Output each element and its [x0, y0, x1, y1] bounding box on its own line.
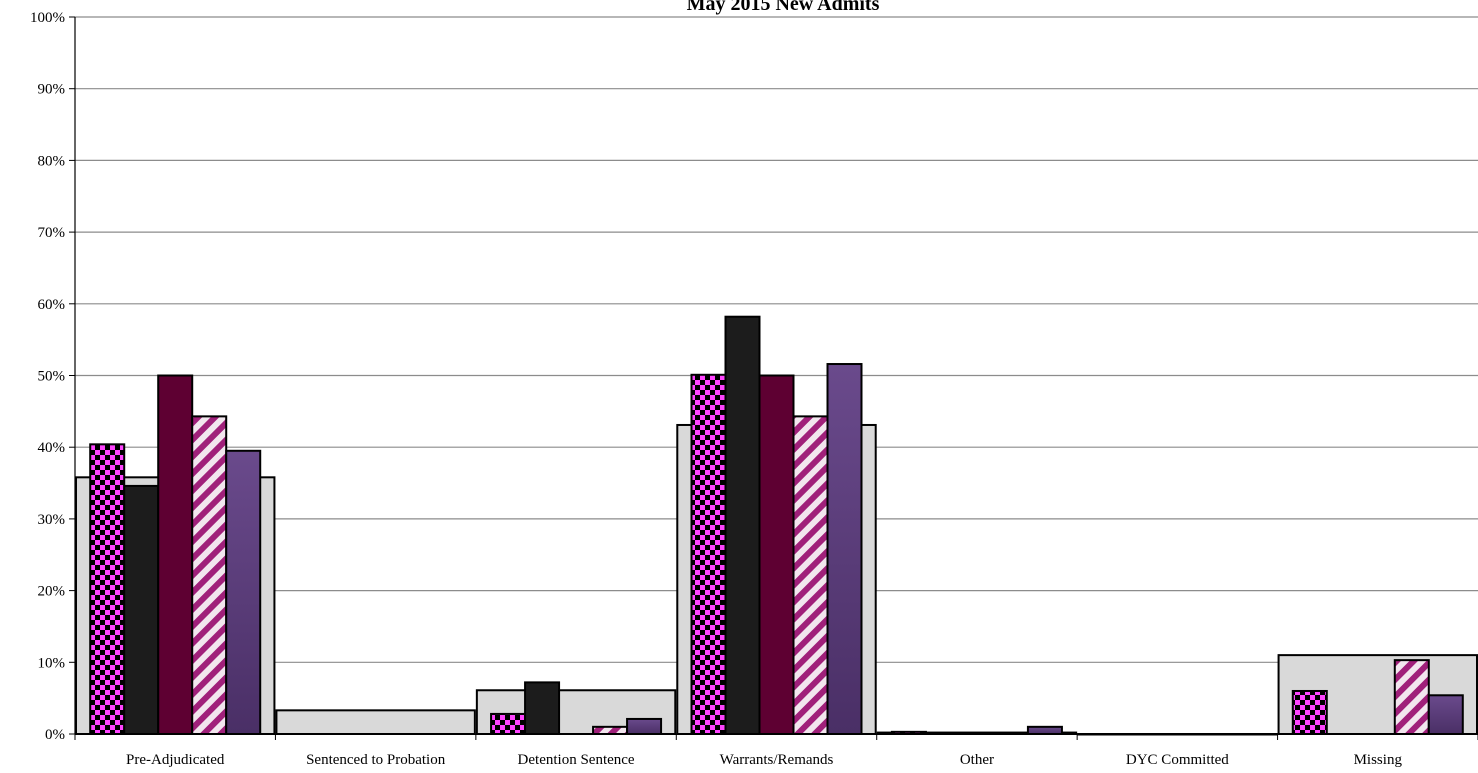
y-tick-label: 10% — [38, 655, 66, 671]
axes: 0% 10% 20% 30% 40% 50% 60% 70% 80% 90% 100% Pre-Adj… — [30, 10, 1478, 768]
x-tick-label: Warrants/Remands — [720, 752, 834, 768]
series-bar — [490, 712, 527, 736]
series-bar — [758, 374, 795, 735]
series-bar — [524, 681, 561, 735]
x-tick-label: Other — [960, 752, 994, 768]
y-tick-label: 80% — [38, 153, 66, 169]
series-bar — [157, 374, 194, 735]
x-tick-label: Missing — [1354, 752, 1403, 768]
series-bar — [690, 373, 727, 735]
series-bar — [1427, 694, 1464, 735]
series-bar — [1291, 689, 1328, 735]
series-bar — [1393, 659, 1430, 735]
x-tick-label: Pre-Adjudicated — [126, 752, 225, 768]
x-tick-label: DYC Committed — [1126, 752, 1229, 768]
chart-title: May 2015 New Admits — [687, 0, 880, 15]
y-tick-label: 100% — [30, 10, 65, 26]
y-tick-label: 30% — [38, 512, 66, 528]
series-bar — [792, 415, 829, 735]
series-bar — [592, 725, 629, 736]
series-bars — [89, 315, 1464, 736]
series-bar — [123, 484, 160, 735]
series-bar — [626, 717, 663, 735]
y-tick-label: 20% — [38, 584, 66, 600]
series-bar — [724, 315, 761, 735]
y-tick-label: 90% — [38, 82, 66, 98]
y-tick-label: 40% — [38, 440, 66, 456]
series-bar — [89, 443, 126, 735]
y-tick-label: 50% — [38, 369, 66, 385]
y-tick-label: 70% — [38, 225, 66, 241]
y-tick-label: 60% — [38, 297, 66, 313]
x-tick-label: Detention Sentence — [518, 752, 635, 768]
series-bar — [191, 415, 228, 735]
series-bar — [826, 363, 863, 735]
background-bar — [275, 709, 476, 735]
series-bar — [1026, 725, 1063, 736]
series-bar — [225, 449, 262, 735]
x-tick-label: Sentenced to Probation — [306, 752, 446, 768]
y-tick-label: 0% — [45, 727, 65, 743]
